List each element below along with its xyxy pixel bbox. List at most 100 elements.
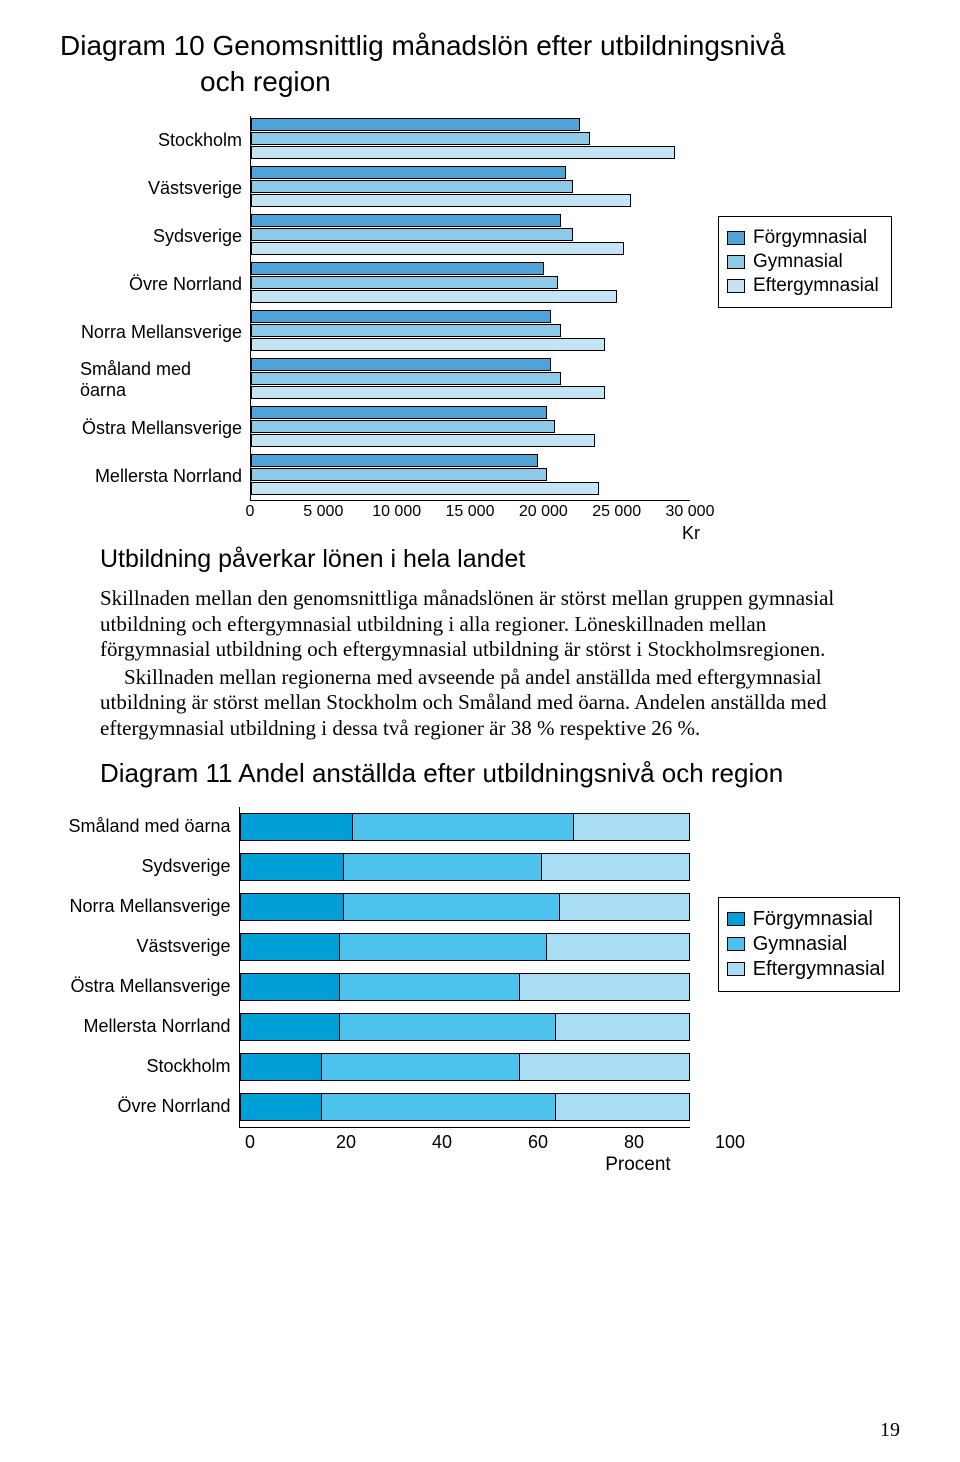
chart2-segment [321,1053,519,1081]
chart1-group [251,164,690,212]
chart2-x-axis: Procent 020406080100 [250,1128,730,1174]
chart2-row [240,1087,690,1127]
chart1-bar [251,228,573,241]
legend-label: Gymnasial [753,251,843,273]
chart2-category-label: Övre Norrland [60,1087,239,1127]
chart1-bar [251,180,573,193]
chart1-title-line2: och region [200,66,900,98]
chart2-category-label: Östra Mellansverige [60,967,239,1007]
chart1-legend: FörgymnasialGymnasialEftergymnasial [718,216,892,308]
legend-item: Förgymnasial [727,227,879,249]
chart1-bar [251,276,558,289]
legend-label: Eftergymnasial [753,958,885,981]
legend-label: Eftergymnasial [753,275,879,297]
chart2-category-label: Mellersta Norrland [60,1007,239,1047]
chart2-xtick: 0 [245,1132,255,1153]
chart2-segment [519,1053,690,1081]
chart2-xtick: 100 [715,1132,745,1153]
chart2-row [240,927,690,967]
legend-item: Eftergymnasial [727,275,879,297]
chart1-bar [251,338,605,351]
chart2-segment [240,1093,321,1121]
chart2-segment [559,893,690,921]
chart1-bar [251,132,590,145]
chart1-category-label: Västsverige [80,164,250,212]
chart1-bar [251,372,561,385]
chart1-xtick: 0 [246,503,255,521]
chart1-bar [251,118,580,131]
chart2-segment [546,933,690,961]
chart2-category-label: Småland med öarna [60,807,239,847]
chart2-segment [240,1013,339,1041]
chart2-segment [240,1053,321,1081]
chart2-segment [519,973,690,1001]
legend-item: Gymnasial [727,933,885,956]
chart2-xtick: 40 [432,1132,452,1153]
chart2-segment [321,1093,555,1121]
chart2-segment [240,813,353,841]
chart1-bar [251,420,555,433]
chart1-bar [251,290,617,303]
legend-item: Gymnasial [727,251,879,273]
chart1-category-label: Sydsverige [80,212,250,260]
chart2-segment [240,853,344,881]
chart2-segment [541,853,690,881]
chart1-bar [251,482,599,495]
body-text: Skillnaden mellan den genomsnittliga mån… [100,586,870,742]
legend-swatch [727,912,745,926]
chart1-category-label: Småland med öarna [80,356,250,404]
chart1-bar [251,386,605,399]
chart1-group [251,404,690,452]
chart2-y-labels: Småland med öarnaSydsverigeNorra Mellans… [60,807,239,1127]
chart2-xtick: 60 [528,1132,548,1153]
chart1-group [251,212,690,260]
chart2-segment [343,893,559,921]
body-p1: Skillnaden mellan den genomsnittliga mån… [100,586,870,663]
chart1-title-line1: Diagram 10 Genomsnittlig månadslön efter… [60,30,900,62]
chart2-row [240,967,690,1007]
legend-swatch [727,962,745,976]
chart1-category-label: Stockholm [80,116,250,164]
chart2-segment [339,973,519,1001]
chart1-group [251,308,690,356]
chart1-xtick: 5 000 [303,503,343,521]
chart1-bar [251,434,595,447]
chart2-xtick: 80 [624,1132,644,1153]
chart1-group [251,452,690,500]
legend-swatch [727,255,745,269]
chart2-segment [339,1013,555,1041]
chart1-bar [251,454,538,467]
legend-item: Förgymnasial [727,908,885,931]
legend-label: Gymnasial [753,933,847,956]
chart2-segment [555,1013,690,1041]
chart1-x-axis: Kr 05 00010 00015 00020 00025 00030 000 [250,501,690,537]
legend-label: Förgymnasial [753,908,873,931]
chart2-segment [339,933,546,961]
chart1-bar [251,214,561,227]
body-heading: Utbildning påverkar lönen i hela landet [100,545,900,574]
chart2-x-unit: Procent [605,1154,670,1176]
chart1-x-unit: Kr [682,523,700,544]
chart1-group [251,356,690,404]
chart2-row [240,847,690,887]
legend-swatch [727,279,745,293]
chart1-category-label: Övre Norrland [80,260,250,308]
chart2-plot-area [239,807,690,1128]
chart1-group [251,116,690,164]
chart1-category-label: Östra Mellansverige [80,404,250,452]
chart2-title: Diagram 11 Andel anställda efter utbildn… [100,758,900,789]
page: Diagram 10 Genomsnittlig månadslön efter… [0,0,960,1462]
chart1-y-labels: StockholmVästsverigeSydsverigeÖvre Norrl… [80,116,250,500]
chart2-category-label: Sydsverige [60,847,239,887]
chart1-category-label: Norra Mellansverige [80,308,250,356]
chart1-plot-area [250,116,690,501]
chart2: Småland med öarnaSydsverigeNorra Mellans… [60,807,900,1128]
chart1-group [251,260,690,308]
chart2-row [240,1007,690,1047]
chart2-legend: FörgymnasialGymnasialEftergymnasial [718,897,900,992]
page-number: 19 [880,1419,900,1442]
body-p2: Skillnaden mellan regionerna med avseend… [100,665,870,742]
chart2-segment [343,853,541,881]
chart1-xtick: 10 000 [372,503,421,521]
chart2-segment [573,813,690,841]
